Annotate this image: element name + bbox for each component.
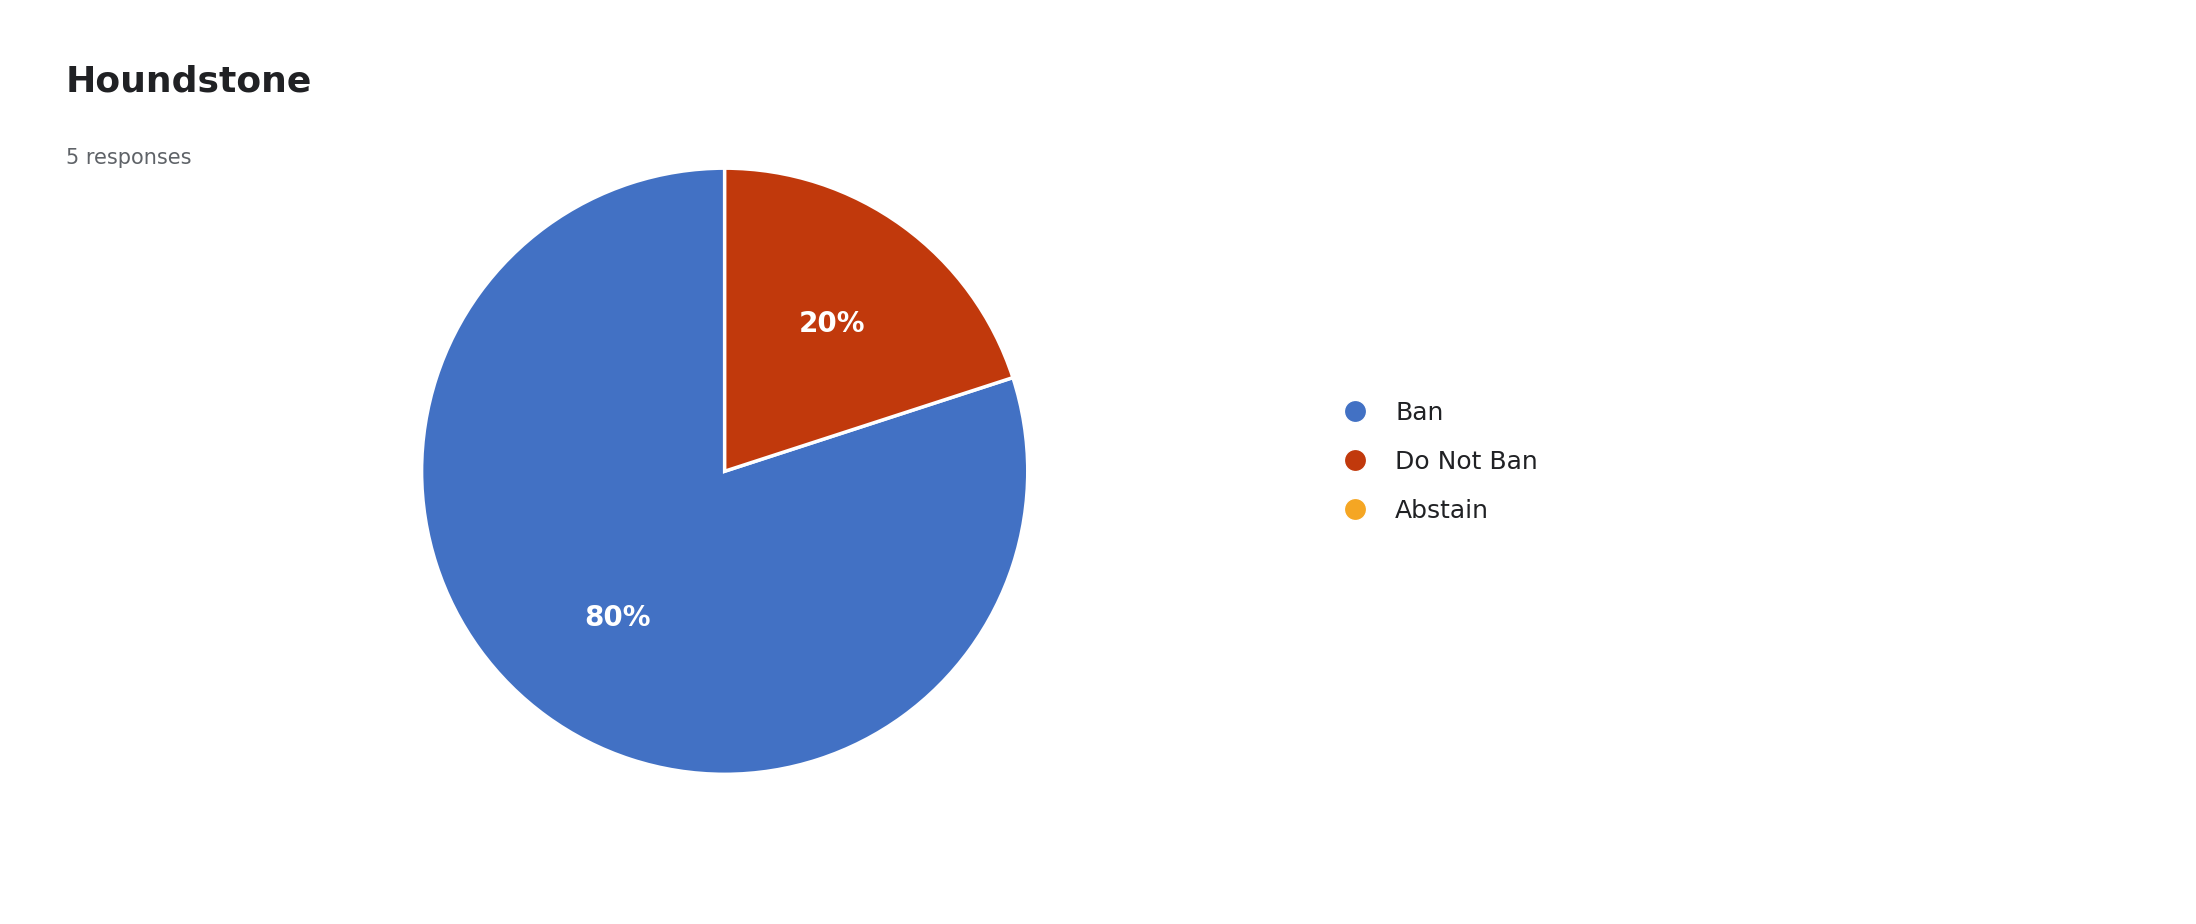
Text: 20%: 20% — [799, 310, 865, 338]
Legend: Ban, Do Not Ban, Abstain: Ban, Do Not Ban, Abstain — [1331, 401, 1537, 523]
Wedge shape — [725, 168, 1012, 471]
Text: 5 responses: 5 responses — [66, 148, 191, 168]
Wedge shape — [422, 168, 1028, 774]
Text: Houndstone: Houndstone — [66, 65, 312, 99]
Text: 80%: 80% — [584, 604, 650, 632]
